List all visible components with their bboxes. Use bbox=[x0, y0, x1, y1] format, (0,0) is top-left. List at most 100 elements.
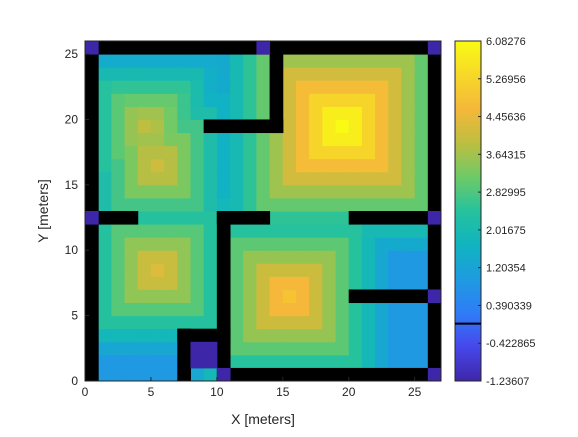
heatmap-cell bbox=[361, 224, 376, 238]
heatmap-cell bbox=[230, 237, 244, 251]
heatmap-cell bbox=[282, 184, 297, 199]
heatmap-cell bbox=[256, 237, 271, 251]
heatmap-cell bbox=[124, 132, 139, 147]
heatmap-cell bbox=[230, 263, 244, 277]
heatmap-cell bbox=[375, 237, 389, 251]
obstacle-cell bbox=[216, 328, 231, 369]
heatmap-cell bbox=[256, 184, 271, 199]
heatmap-cell bbox=[414, 80, 429, 94]
heatmap-cell bbox=[256, 354, 271, 369]
heatmap-cell bbox=[282, 132, 297, 147]
heatmap-cell bbox=[98, 341, 112, 356]
heatmap-cell bbox=[361, 250, 376, 264]
heatmap-cell bbox=[375, 158, 389, 173]
heatmap-cell bbox=[282, 354, 297, 369]
heatmap-cell bbox=[309, 93, 323, 107]
heatmap-cell bbox=[150, 119, 165, 134]
heatmap-cell bbox=[124, 354, 139, 369]
heatmap-cell bbox=[177, 106, 191, 120]
heatmap-cell bbox=[375, 197, 389, 212]
heatmap-cell bbox=[177, 54, 191, 68]
heatmap-cell bbox=[243, 328, 257, 343]
heatmap-cell bbox=[322, 224, 337, 238]
heatmap-cell bbox=[124, 315, 139, 330]
heatmap-cell bbox=[414, 302, 429, 317]
heatmap-cell bbox=[111, 263, 126, 277]
heatmap-cell bbox=[282, 80, 297, 94]
heatmap-cell bbox=[309, 158, 323, 173]
heatmap-cell bbox=[295, 145, 310, 160]
heatmap-cell bbox=[401, 250, 416, 264]
heatmap-cell bbox=[388, 237, 402, 251]
heatmap-cell bbox=[375, 171, 389, 186]
heatmap-cell bbox=[177, 289, 191, 304]
heatmap-cell bbox=[150, 145, 165, 160]
heatmap-cell bbox=[243, 158, 257, 173]
heatmap-cell bbox=[414, 341, 429, 356]
heatmap-cell bbox=[309, 289, 323, 304]
heatmap-cell bbox=[361, 54, 376, 68]
heatmap-cell bbox=[164, 289, 178, 304]
heatmap-cell bbox=[295, 289, 310, 304]
heatmap-cell bbox=[256, 80, 271, 94]
heatmap-cell bbox=[401, 184, 416, 199]
heatmap-cell bbox=[190, 54, 205, 68]
heatmap-cell bbox=[164, 80, 178, 94]
heatmap-cell bbox=[111, 132, 126, 147]
heatmap-cell bbox=[137, 237, 152, 251]
heatmap-cell bbox=[98, 145, 112, 160]
heatmap-cell bbox=[177, 132, 191, 147]
heatmap-cell bbox=[348, 67, 363, 81]
low-value-cell bbox=[190, 341, 218, 369]
heatmap-cell bbox=[111, 276, 126, 290]
heatmap-cell bbox=[243, 171, 257, 186]
heatmap-cell bbox=[243, 302, 257, 317]
heatmap-cell bbox=[309, 132, 323, 147]
heatmap-cell bbox=[375, 93, 389, 107]
heatmap-cell bbox=[256, 302, 271, 317]
heatmap-cell bbox=[282, 93, 297, 107]
heatmap-cell bbox=[401, 315, 416, 330]
heatmap-cell bbox=[335, 328, 350, 343]
heatmap-cell bbox=[98, 93, 112, 107]
heatmap-cell bbox=[401, 237, 416, 251]
heatmap-cell bbox=[269, 211, 284, 225]
heatmap-cell bbox=[388, 341, 402, 356]
heatmap-cell bbox=[150, 184, 165, 199]
heatmap-cell bbox=[269, 171, 284, 186]
heatmap-cell bbox=[335, 197, 350, 212]
heatmap-cell bbox=[269, 145, 284, 160]
heatmap-cell bbox=[375, 250, 389, 264]
heatmap-cell bbox=[348, 237, 363, 251]
heatmap-cell bbox=[98, 367, 112, 382]
heatmap-cell bbox=[177, 302, 191, 317]
heatmap-cell bbox=[322, 211, 337, 225]
heatmap-cell bbox=[150, 250, 165, 264]
heatmap-cell bbox=[164, 263, 178, 277]
heatmap-cell bbox=[190, 119, 205, 134]
heatmap-cell bbox=[150, 80, 165, 94]
heatmap-cell bbox=[269, 197, 284, 212]
heatmap-cell bbox=[282, 197, 297, 212]
heatmap-cell bbox=[309, 80, 323, 94]
heatmap-cell bbox=[414, 250, 429, 264]
heatmap-cell bbox=[295, 80, 310, 94]
heatmap-cell bbox=[401, 158, 416, 173]
heatmap-cell bbox=[150, 289, 165, 304]
heatmap-cell bbox=[230, 93, 244, 107]
heatmap-cell bbox=[164, 54, 178, 68]
heatmap-cell bbox=[203, 315, 218, 330]
heatmap-cell bbox=[177, 67, 191, 81]
heatmap-cell bbox=[164, 158, 178, 173]
heatmap-cell bbox=[414, 315, 429, 330]
heatmap-cell bbox=[295, 93, 310, 107]
heatmap-cell bbox=[309, 263, 323, 277]
heatmap-cell bbox=[137, 328, 152, 343]
heatmap-cell bbox=[375, 106, 389, 120]
heatmap-cell bbox=[375, 276, 389, 290]
heatmap-cell bbox=[164, 341, 178, 356]
heatmap-cell bbox=[322, 328, 337, 343]
heatmap-cell bbox=[230, 276, 244, 290]
heatmap-cell bbox=[401, 93, 416, 107]
heatmap-cell bbox=[401, 132, 416, 147]
